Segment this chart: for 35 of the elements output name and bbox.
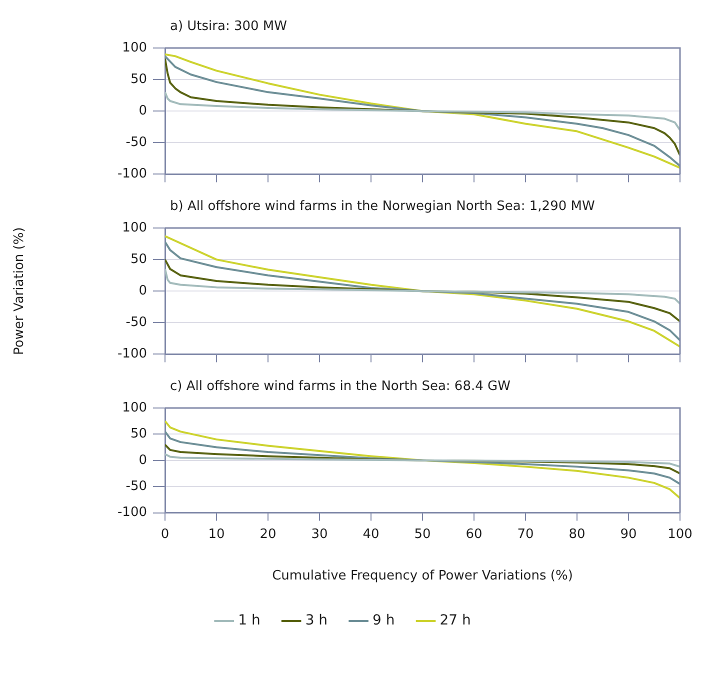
legend-label: 3 h bbox=[305, 612, 328, 629]
x-tick-label: 100 bbox=[668, 526, 692, 542]
legend-label: 1 h bbox=[238, 612, 260, 629]
x-tick-label: 40 bbox=[362, 526, 380, 542]
y-tick-label: 100 bbox=[122, 40, 147, 56]
x-tick-label: 30 bbox=[311, 526, 328, 542]
y-axis-title: Power Variation (%) bbox=[12, 227, 28, 355]
y-tick-label: -100 bbox=[117, 505, 147, 520]
y-tick-label: 0 bbox=[138, 283, 147, 298]
chart-title: c) All offshore wind farms in the North Sea: 68.4 GW bbox=[170, 379, 511, 394]
y-tick-label: 0 bbox=[138, 103, 147, 118]
y-tick-label: -100 bbox=[117, 166, 147, 182]
y-tick-label: -100 bbox=[117, 346, 147, 362]
y-tick-label: -50 bbox=[126, 135, 147, 150]
x-tick-label: 60 bbox=[466, 526, 482, 542]
y-tick-label: 50 bbox=[130, 426, 147, 442]
x-tick-label: 90 bbox=[620, 526, 637, 542]
y-tick-label: -50 bbox=[126, 315, 147, 330]
y-tick-label: 50 bbox=[130, 252, 147, 267]
chart-title: b) All offshore wind farms in the Norwegian North Sea: 1,290 MW bbox=[170, 199, 595, 214]
chart-title: a) Utsira: 300 MW bbox=[170, 19, 288, 34]
x-tick-label: 0 bbox=[160, 526, 170, 542]
x-tick-label: 70 bbox=[517, 526, 534, 542]
y-tick-label: 50 bbox=[130, 72, 147, 87]
y-tick-label: 0 bbox=[138, 452, 147, 468]
y-tick-label: 100 bbox=[122, 400, 147, 416]
x-tick-label: 20 bbox=[260, 526, 276, 542]
y-tick-label: 100 bbox=[122, 220, 147, 236]
x-tick-label: 10 bbox=[208, 526, 225, 542]
legend-label: 27 h bbox=[440, 612, 471, 629]
y-tick-label: -50 bbox=[126, 478, 147, 494]
legend-label: 9 h bbox=[372, 612, 395, 629]
x-tick-label: 80 bbox=[568, 526, 586, 542]
x-tick-label: 50 bbox=[414, 526, 431, 542]
x-axis-title: Cumulative Frequency of Power Variations (%) bbox=[272, 568, 573, 584]
